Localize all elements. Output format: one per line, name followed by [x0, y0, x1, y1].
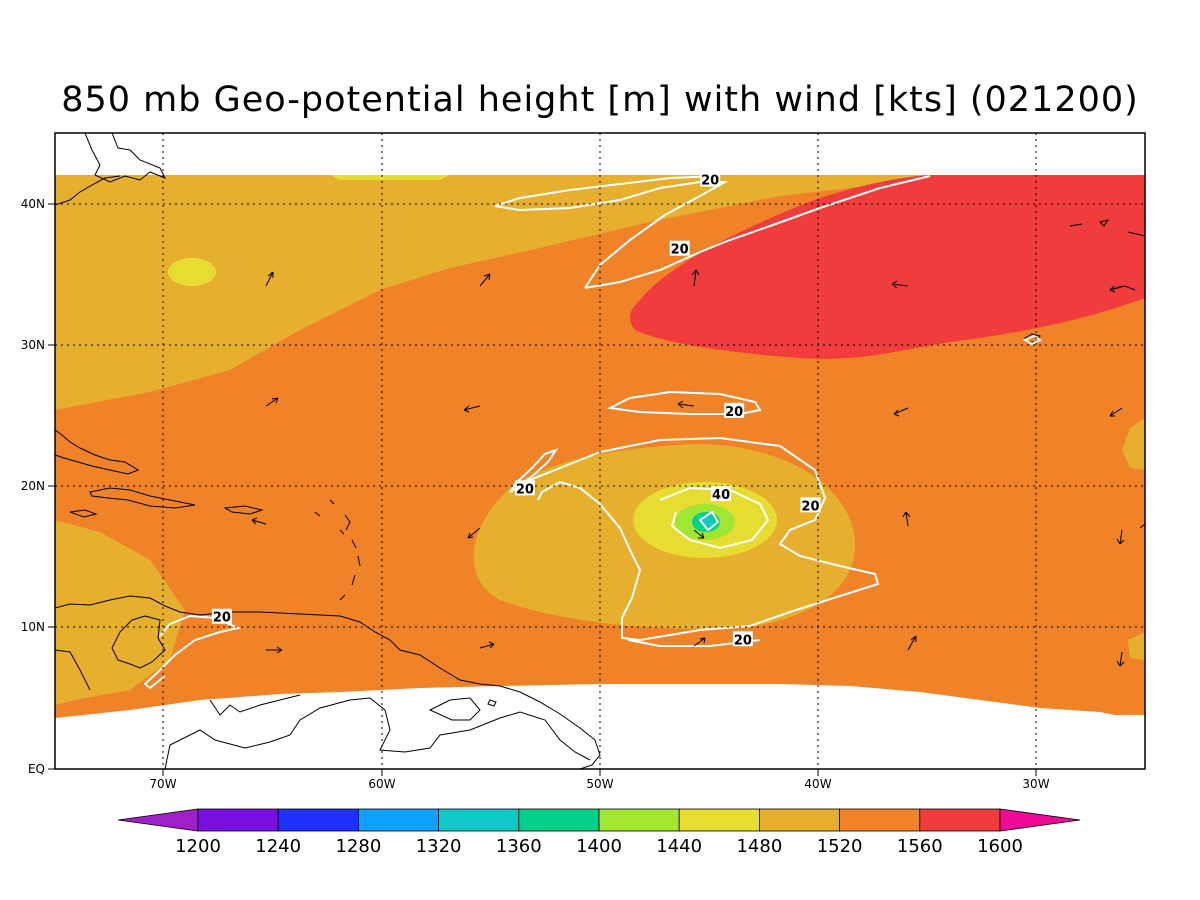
contour-label-box: [211, 608, 232, 624]
wind-arrow: [677, 400, 695, 409]
wind-arrow: [891, 280, 909, 289]
contour-labels: 20 20 20 20 40 20 20 20: [211, 171, 821, 648]
colorbar-label: 1520: [817, 836, 863, 857]
contour-label: 20: [671, 243, 689, 258]
contour-label: 20: [213, 611, 231, 626]
wind-arrow: [251, 517, 267, 525]
colorbar-label: 1400: [576, 836, 622, 857]
wind-arrow: [467, 527, 481, 539]
height-field-1560-high: [629, 175, 1145, 359]
height-field-1440-strip: [330, 175, 450, 180]
colorbar-swatch: [678, 808, 760, 832]
colorbar-label: 1320: [416, 836, 462, 857]
wind-arrow: [691, 269, 700, 287]
colorbar-label: 1200: [175, 836, 221, 857]
contour-label-box: [669, 240, 690, 256]
wind-arrow: [907, 635, 917, 651]
lon-label: 30W: [1022, 777, 1049, 791]
wind-vectors: [251, 269, 1145, 667]
colorbar-swatch: [357, 808, 439, 832]
contour-label: 20: [725, 405, 743, 420]
height-field-1440-spot: [168, 258, 216, 286]
colorbar-swatch: [277, 808, 359, 832]
contour-label-box: [732, 631, 753, 647]
colorbar-swatch: [839, 808, 921, 832]
contour-20-north-b: [584, 175, 931, 289]
colorbar-label: 1480: [736, 836, 782, 857]
contour-40: [659, 486, 770, 550]
wind-arrow: [693, 529, 705, 539]
contour-20-mid: [606, 390, 762, 415]
height-field-1480-north: [55, 175, 1145, 410]
wind-arrow: [902, 511, 911, 527]
contour-20-caribbean: [143, 614, 242, 690]
colorbar-label: 1240: [255, 836, 301, 857]
wind-arrow: [463, 405, 481, 413]
lon-label: 50W: [586, 777, 613, 791]
wind-arrow: [893, 407, 909, 417]
graticule: [55, 133, 1145, 769]
contour-label: 20: [734, 633, 752, 648]
colorbar-swatch: [919, 808, 1001, 832]
contour-20-north-a: [494, 175, 729, 289]
wind-arrow: [479, 273, 491, 287]
colorbar-arrow-high: [999, 808, 1081, 832]
wind-arrow: [479, 641, 495, 649]
colorbar-swatch: [598, 808, 680, 832]
colorbar-label: 1440: [656, 836, 702, 857]
latitude-labels: 40N 30N 20N 10N EQ: [21, 197, 45, 776]
wind-arrow: [693, 637, 706, 647]
height-field-1480-east-south: [1128, 632, 1145, 660]
colorbar-label: 1280: [335, 836, 381, 857]
wind-arrow: [1116, 651, 1125, 667]
wind-arrow: [1109, 407, 1123, 417]
wind-arrow: [265, 271, 274, 287]
lat-label: EQ: [28, 762, 45, 776]
contour-label-box: [711, 486, 732, 502]
contour-label-box: [700, 171, 721, 187]
lon-label: 40W: [804, 777, 831, 791]
contour-label: 20: [516, 482, 534, 497]
colorbar-swatch: [197, 808, 279, 832]
wind-arrow: [1139, 523, 1145, 529]
wind-arrow: [266, 646, 283, 654]
colorbar-swatch: [438, 808, 520, 832]
height-field-1480-caribbean: [55, 520, 185, 705]
plot-area: [55, 133, 1145, 769]
axis-ticks: [48, 203, 1037, 776]
colorbar-arrow-low: [117, 808, 199, 832]
contour-label: 20: [701, 174, 719, 189]
colorbar-label: 1360: [496, 836, 542, 857]
coastlines: [55, 133, 1145, 769]
contour-label: 20: [801, 499, 819, 514]
lon-label: 60W: [368, 777, 395, 791]
map-title: 850 mb Geo-potential height [m] with win…: [61, 80, 1139, 120]
contour-label-box: [724, 402, 745, 418]
lon-label: 70W: [149, 777, 176, 791]
colorbar-label: 1600: [977, 836, 1023, 857]
longitude-labels: 70W 60W 50W 40W 30W: [149, 777, 1049, 791]
colorbar-swatch: [759, 808, 841, 832]
wind-arrow: [1116, 529, 1125, 545]
colorbar-label: 1560: [897, 836, 943, 857]
contour-label-box: [514, 480, 535, 496]
wind-speed-contours: [143, 175, 1042, 690]
colorbar: 1200 1240 1280 1320 1360 1400 1440 1480 1520 1560…: [117, 808, 1081, 857]
contour-inner: [698, 510, 720, 532]
wind-arrow: [265, 397, 279, 407]
wind-arrow: [1109, 285, 1123, 293]
contour-20-storm: [514, 436, 880, 642]
lat-label: 30N: [21, 338, 45, 352]
contour-label-box: [800, 497, 821, 513]
height-field-1480-east: [1122, 418, 1145, 470]
lat-label: 10N: [21, 620, 45, 634]
lat-label: 40N: [21, 197, 45, 211]
colorbar-swatch: [518, 808, 600, 832]
lat-label: 20N: [21, 479, 45, 493]
contour-label: 40: [712, 488, 730, 503]
